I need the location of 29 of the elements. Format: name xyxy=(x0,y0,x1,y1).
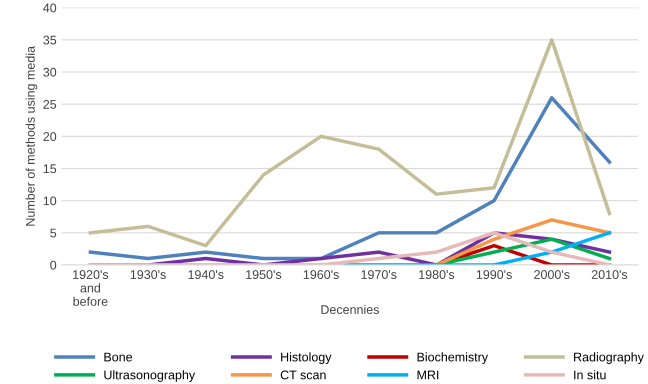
x-tick-label: 1990's xyxy=(476,270,512,280)
y-tick-label: 30 xyxy=(43,68,56,77)
legend-label: Histology xyxy=(281,352,332,364)
y-tick-label: 25 xyxy=(43,100,56,109)
x-tick-label: 1930's xyxy=(130,270,166,280)
x-tick-label: 1920's and before xyxy=(73,270,108,306)
y-tick-label: 10 xyxy=(44,196,56,206)
x-tick-label: 1960's xyxy=(304,270,339,280)
legend-label: MRI xyxy=(418,370,438,380)
x-tick-label: 1940's xyxy=(188,270,224,280)
x-tick-label: 1950's xyxy=(246,270,282,280)
y-tick-label: 15 xyxy=(44,164,56,174)
y-tick-label: 20 xyxy=(43,132,56,141)
legend-label: In situ xyxy=(574,370,606,380)
legend-label: CT scan xyxy=(280,370,326,380)
y-tick-label: 40 xyxy=(43,3,56,12)
y-tick-label: 0 xyxy=(50,260,56,270)
legend-label: Radiography xyxy=(574,352,644,364)
x-axis-title: Decennies xyxy=(321,304,379,314)
legend-label: Biochemistry xyxy=(418,352,488,364)
y-tick-label: 5 xyxy=(50,228,56,238)
x-tick-label: 1970's xyxy=(361,270,397,280)
x-tick-label: 1980's xyxy=(419,270,454,280)
legend-label: Ultrasonography xyxy=(104,370,196,382)
y-tick-label: 35 xyxy=(43,36,56,44)
legend-label: Bone xyxy=(104,352,132,362)
x-tick-label: 2010's xyxy=(592,270,628,280)
y-axis-title: Number of methods using media xyxy=(26,46,38,226)
x-tick-label: 2000's xyxy=(534,270,570,280)
